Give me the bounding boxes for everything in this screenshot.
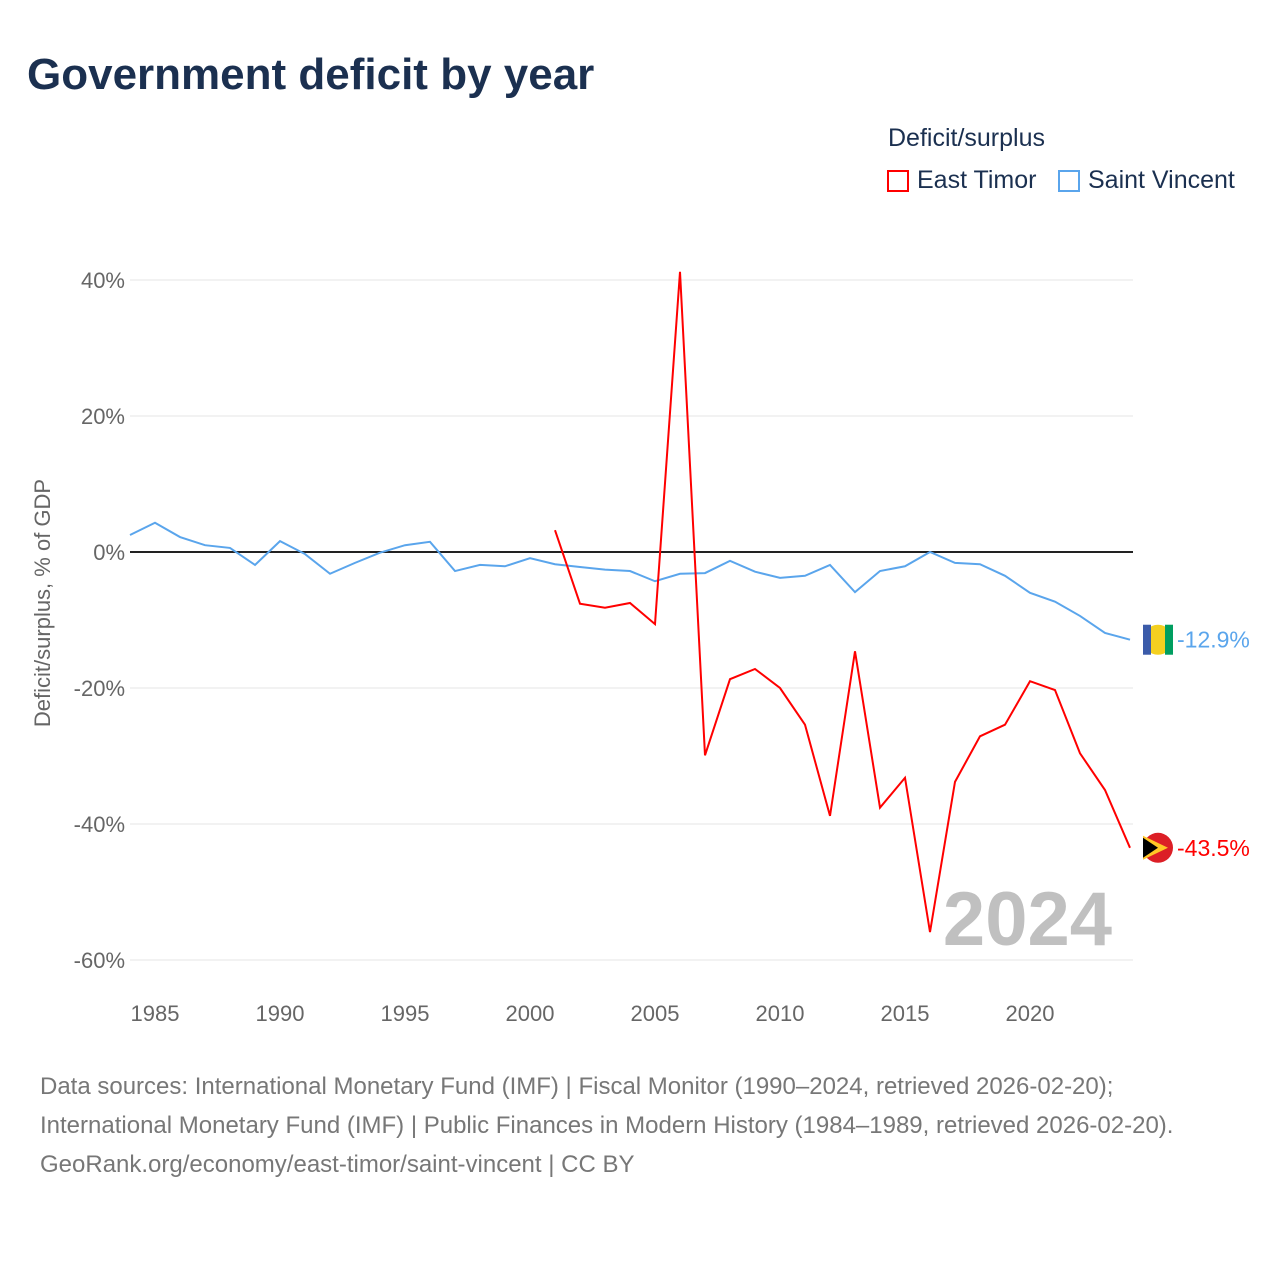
x-tick-label: 1990 bbox=[256, 1001, 305, 1026]
x-tick-label: 2005 bbox=[631, 1001, 680, 1026]
y-tick-label: -20% bbox=[74, 676, 125, 701]
x-tick-label: 2010 bbox=[756, 1001, 805, 1026]
legend-item-saint-vincent[interactable]: Saint Vincent bbox=[1058, 166, 1235, 195]
line-chart: 40% 20% 0% -20% -40% -60% 1985 1990 1995 2000 2005… bbox=[30, 268, 1250, 1026]
y-tick-label: 40% bbox=[81, 268, 125, 293]
year-watermark: 2024 bbox=[943, 877, 1112, 962]
y-tick-label: 0% bbox=[93, 540, 125, 565]
legend-item-east-timor[interactable]: East Timor bbox=[887, 166, 1036, 195]
x-tick-label: 1985 bbox=[131, 1001, 180, 1026]
x-tick-label: 2015 bbox=[881, 1001, 930, 1026]
flag-icon-part bbox=[1143, 624, 1151, 655]
y-tick-label: -40% bbox=[74, 812, 125, 837]
flag-icon-part bbox=[1143, 837, 1158, 858]
source-notes: Data sources: International Monetary Fun… bbox=[40, 1067, 1240, 1184]
y-axis-label: Deficit/surplus, % of GDP bbox=[30, 479, 55, 727]
legend-swatch bbox=[1058, 169, 1080, 192]
x-tick-label: 2020 bbox=[1006, 1001, 1055, 1026]
legend-title: Deficit/surplus bbox=[888, 124, 1045, 152]
series-line-saint-vincent bbox=[129, 521, 1131, 641]
legend-label: East Timor bbox=[917, 166, 1037, 194]
x-tick-label: 1995 bbox=[381, 1001, 430, 1026]
x-tick-label: 2000 bbox=[506, 1001, 555, 1026]
chart-title: Government deficit by year bbox=[27, 50, 595, 99]
attribution-link[interactable]: GeoRank.org/economy/east-timor/saint-vin… bbox=[40, 1151, 635, 1178]
legend-label: Saint Vincent bbox=[1088, 166, 1235, 194]
legend-swatch bbox=[887, 169, 909, 192]
end-value-label: -43.5% bbox=[1177, 835, 1250, 861]
end-value-label: -12.9% bbox=[1177, 627, 1250, 653]
y-tick-label: 20% bbox=[81, 404, 125, 429]
y-tick-label: -60% bbox=[74, 948, 125, 973]
data-sources: Data sources: International Monetary Fun… bbox=[40, 1073, 1174, 1139]
flag-icon-part bbox=[1165, 624, 1173, 655]
series-line-east-timor bbox=[554, 271, 1131, 933]
